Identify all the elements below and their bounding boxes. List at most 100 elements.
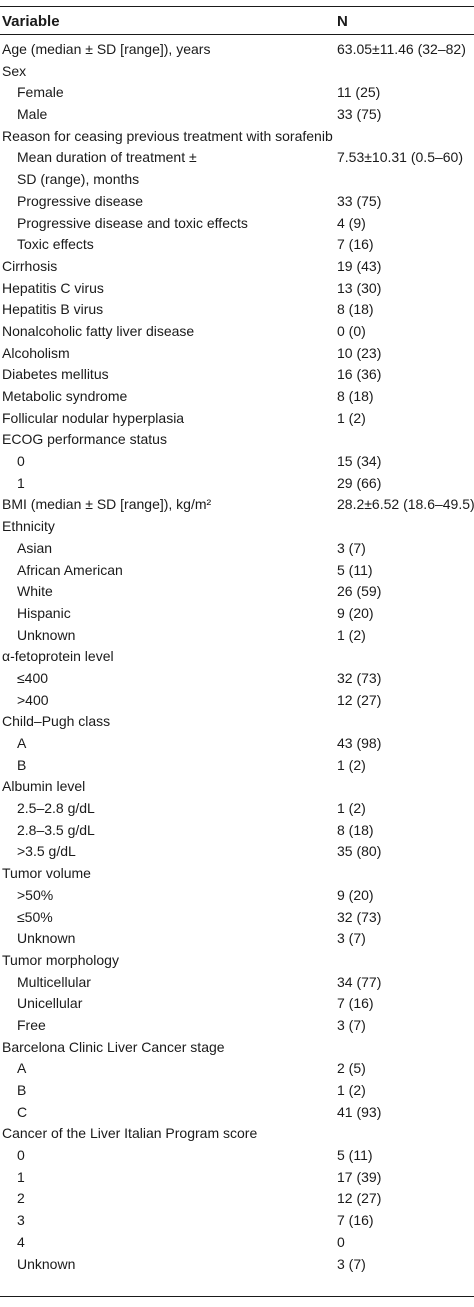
table-row: Free 3 (7) bbox=[0, 1015, 474, 1037]
table-row: Child–Pugh class bbox=[0, 711, 474, 733]
table-row: >400 12 (27) bbox=[0, 690, 474, 712]
table-row: Barcelona Clinic Liver Cancer stage bbox=[0, 1037, 474, 1059]
header-n: N bbox=[337, 13, 348, 30]
row-value: 2 (5) bbox=[337, 1060, 366, 1077]
row-value: 15 (34) bbox=[337, 453, 382, 470]
table-row: >50% 9 (20) bbox=[0, 885, 474, 907]
row-label: Hepatitis B virus bbox=[2, 301, 104, 318]
row-label: 3 bbox=[17, 1212, 25, 1229]
row-label: Unicellular bbox=[17, 995, 83, 1012]
row-value: 7.53±10.31 (0.5–60) bbox=[337, 149, 463, 166]
row-label: A bbox=[17, 1060, 27, 1077]
table-row: Progressive disease and toxic effects 4 (… bbox=[0, 213, 474, 235]
table-row: Unicellular 7 (16) bbox=[0, 993, 474, 1015]
row-label: 4 bbox=[17, 1233, 25, 1250]
row-value: 8 (18) bbox=[337, 301, 374, 318]
row-value: 1 (2) bbox=[337, 626, 366, 643]
table-row: Female 11 (25) bbox=[0, 82, 474, 104]
row-label: B bbox=[17, 756, 27, 773]
row-label: Male bbox=[17, 106, 48, 123]
table-row: Male 33 (75) bbox=[0, 104, 474, 126]
row-label: B bbox=[17, 1082, 27, 1098]
row-value: 7 (16) bbox=[337, 236, 374, 253]
row-value: 63.05±11.46 (32–82) bbox=[337, 41, 466, 57]
row-value: 5 (11) bbox=[337, 561, 373, 578]
table-row: Unknown 3 (7) bbox=[0, 1254, 474, 1276]
table-row: α-fetoprotein level bbox=[0, 646, 474, 668]
table-row: 2 12 (27) bbox=[0, 1188, 474, 1210]
table-body: Age (median ± SD [range]), years 63.05±11… bbox=[0, 39, 474, 1275]
row-value: 1 (2) bbox=[337, 800, 366, 817]
row-label: Nonalcoholic fatty liver disease bbox=[2, 322, 195, 339]
row-label: 2.8–3.5 g/dL bbox=[17, 821, 95, 838]
row-label: Hispanic bbox=[17, 604, 71, 621]
table-row: ≤50% 32 (73) bbox=[0, 907, 474, 929]
table-row: Age (median ± SD [range]), years 63.05±11… bbox=[0, 39, 474, 61]
row-label: 1 bbox=[17, 474, 25, 491]
table-row: 1 17 (39) bbox=[0, 1167, 474, 1189]
row-label: Free bbox=[17, 1016, 46, 1033]
row-label: Barcelona Clinic Liver Cancer stage bbox=[2, 1038, 225, 1055]
table-row: Hepatitis C virus 13 (30) bbox=[0, 278, 474, 300]
row-label: ≤50% bbox=[17, 908, 53, 925]
row-label: Follicular nodular hyperplasia bbox=[2, 409, 185, 426]
row-label: Multicellular bbox=[17, 973, 91, 990]
table-row: B 1 (2) bbox=[0, 1080, 474, 1102]
table-row: Nonalcoholic fatty liver disease 0 (0) bbox=[0, 321, 474, 343]
table-row: Diabetes mellitus 16 (36) bbox=[0, 364, 474, 386]
row-label: Progressive disease and toxic effects bbox=[17, 214, 248, 231]
table-row: Multicellular 34 (77) bbox=[0, 972, 474, 994]
row-label: Mean duration of treatment ± bbox=[17, 149, 197, 166]
row-label: >400 bbox=[17, 691, 49, 708]
row-label: >3.5 g/dL bbox=[17, 843, 76, 860]
row-label: Ethnicity bbox=[2, 518, 55, 535]
table-row: Asian 3 (7) bbox=[0, 538, 474, 560]
row-label: Tumor morphology bbox=[2, 951, 119, 968]
row-label: Unknown bbox=[17, 930, 76, 947]
table-row: Progressive disease 33 (75) bbox=[0, 191, 474, 213]
table-row: Sex bbox=[0, 61, 474, 83]
row-value: 0 (0) bbox=[337, 322, 366, 339]
row-label: Age (median ± SD [range]), years bbox=[2, 41, 211, 57]
table-row: 0 5 (11) bbox=[0, 1145, 474, 1167]
table-row: Toxic effects 7 (16) bbox=[0, 234, 474, 256]
row-value: 11 (25) bbox=[337, 84, 381, 101]
row-value: 35 (80) bbox=[337, 843, 382, 860]
row-value: 13 (30) bbox=[337, 279, 382, 296]
row-label: SD (range), months bbox=[17, 171, 140, 188]
row-value: 12 (27) bbox=[337, 691, 382, 708]
table-row: A 2 (5) bbox=[0, 1058, 474, 1080]
row-label: Child–Pugh class bbox=[2, 713, 111, 730]
row-label: Alcoholism bbox=[2, 344, 70, 361]
table-row: A 43 (98) bbox=[0, 733, 474, 755]
row-value: 7 (16) bbox=[337, 995, 374, 1012]
table-row: Unknown 1 (2) bbox=[0, 625, 474, 647]
row-label: 2 bbox=[17, 1190, 25, 1207]
row-value: 0 bbox=[337, 1233, 345, 1250]
row-value: 3 (7) bbox=[337, 539, 366, 556]
row-value: 34 (77) bbox=[337, 973, 382, 990]
row-label: A bbox=[17, 735, 27, 751]
row-value: 8 (18) bbox=[337, 821, 374, 838]
row-label: Sex bbox=[2, 62, 27, 79]
table-row: Alcoholism 10 (23) bbox=[0, 343, 474, 365]
row-label: Albumin level bbox=[2, 778, 86, 795]
row-value: 3 (7) bbox=[337, 1255, 366, 1272]
header-variable: Variable bbox=[2, 13, 60, 30]
row-value: 26 (59) bbox=[337, 583, 382, 600]
row-label: ECOG performance status bbox=[2, 431, 167, 448]
table-row: Metabolic syndrome 8 (18) bbox=[0, 386, 474, 408]
table-row: Hispanic 9 (20) bbox=[0, 603, 474, 625]
row-value: 8 (18) bbox=[337, 388, 374, 404]
table-row: Follicular nodular hyperplasia 1 (2) bbox=[0, 408, 474, 430]
row-label: Female bbox=[17, 84, 64, 101]
row-value: 41 (93) bbox=[337, 1103, 382, 1120]
row-label: Asian bbox=[17, 539, 53, 556]
table-row: Mean duration of treatment ± 7.53±10.31 (… bbox=[0, 147, 474, 169]
row-label: Tumor volume bbox=[2, 865, 91, 882]
row-value: 9 (20) bbox=[337, 886, 374, 903]
table-row: 1 29 (66) bbox=[0, 473, 474, 495]
table-row: African American 5 (11) bbox=[0, 560, 474, 582]
row-label: Unknown bbox=[17, 1255, 76, 1272]
